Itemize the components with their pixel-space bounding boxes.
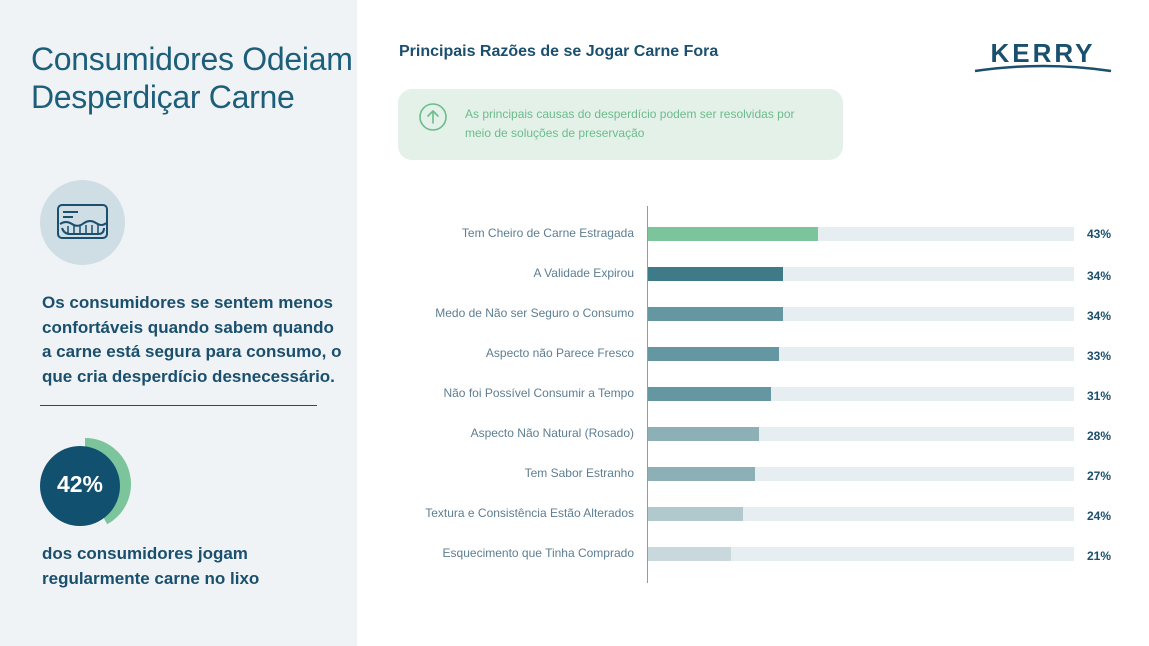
page-title-line-2: Desperdiçar Carne — [31, 79, 295, 115]
bar-label: Esquecimento que Tinha Comprado — [442, 546, 634, 560]
donut-center — [40, 446, 120, 526]
bar — [648, 547, 731, 561]
left-panel: Consumidores Odeiam Desperdiçar Carne Os… — [0, 0, 357, 646]
chart-axis-line — [647, 206, 648, 583]
donut-ring-value — [84, 438, 131, 525]
bar — [648, 227, 818, 241]
bar-label: Não foi Possível Consumir a Tempo — [443, 386, 634, 400]
bar-value-label: 24% — [1087, 509, 1112, 523]
bar — [648, 267, 783, 281]
bar-track — [648, 547, 1074, 561]
bar-value-label: 28% — [1087, 429, 1112, 443]
page-title-line-1: Consumidores Odeiam — [31, 41, 353, 77]
stat-caption: dos consumidores jogam regularmente carn… — [42, 544, 260, 588]
bar-value-label: 34% — [1087, 269, 1112, 283]
bar — [648, 507, 743, 521]
brand-logo-swoosh — [974, 64, 1112, 73]
bar-label: Aspecto não Parece Fresco — [485, 346, 634, 360]
arrow-up-circle-icon — [419, 103, 447, 131]
meat-package-icon — [57, 204, 108, 239]
stat-value: 42% — [56, 471, 104, 497]
bar-value-label: 34% — [1087, 309, 1112, 323]
callout-text: As principais causas do desperdício pode… — [465, 107, 795, 140]
bar-value-label: 31% — [1087, 389, 1112, 403]
bar-label: A Validade Expirou — [533, 266, 634, 280]
bar — [648, 427, 759, 441]
bar-label: Aspecto Não Natural (Rosado) — [470, 426, 634, 440]
stat-donut — [39, 438, 131, 530]
brand-logo-text: KERRY — [990, 38, 1096, 68]
brand-logo: KERRY — [973, 40, 1113, 74]
bar — [648, 387, 771, 401]
bar-value-label: 43% — [1087, 227, 1112, 241]
callout-box: As principais causas do desperdício pode… — [398, 89, 843, 160]
bar-track — [648, 507, 1074, 521]
divider — [40, 405, 317, 406]
description-text: Os consumidores se sentem menos confortá… — [42, 293, 342, 386]
bar-value-label: 33% — [1087, 349, 1112, 363]
bar-label: Tem Sabor Estranho — [524, 466, 634, 480]
bar-value-label: 27% — [1087, 469, 1112, 483]
page-title: Consumidores Odeiam Desperdiçar Carne — [31, 40, 371, 116]
bar-label: Tem Cheiro de Carne Estragada — [461, 226, 634, 240]
bar-label: Textura e Consistência Estão Alterados — [425, 506, 634, 520]
chart-title: Principais Razões de se Jogar Carne Fora — [399, 43, 719, 60]
bar — [648, 307, 783, 321]
bar-value-label: 21% — [1087, 549, 1112, 563]
meat-package-icon-badge — [40, 180, 125, 265]
bar — [648, 347, 779, 361]
bar-label: Medo de Não ser Seguro o Consumo — [435, 306, 634, 320]
bar — [648, 467, 755, 481]
